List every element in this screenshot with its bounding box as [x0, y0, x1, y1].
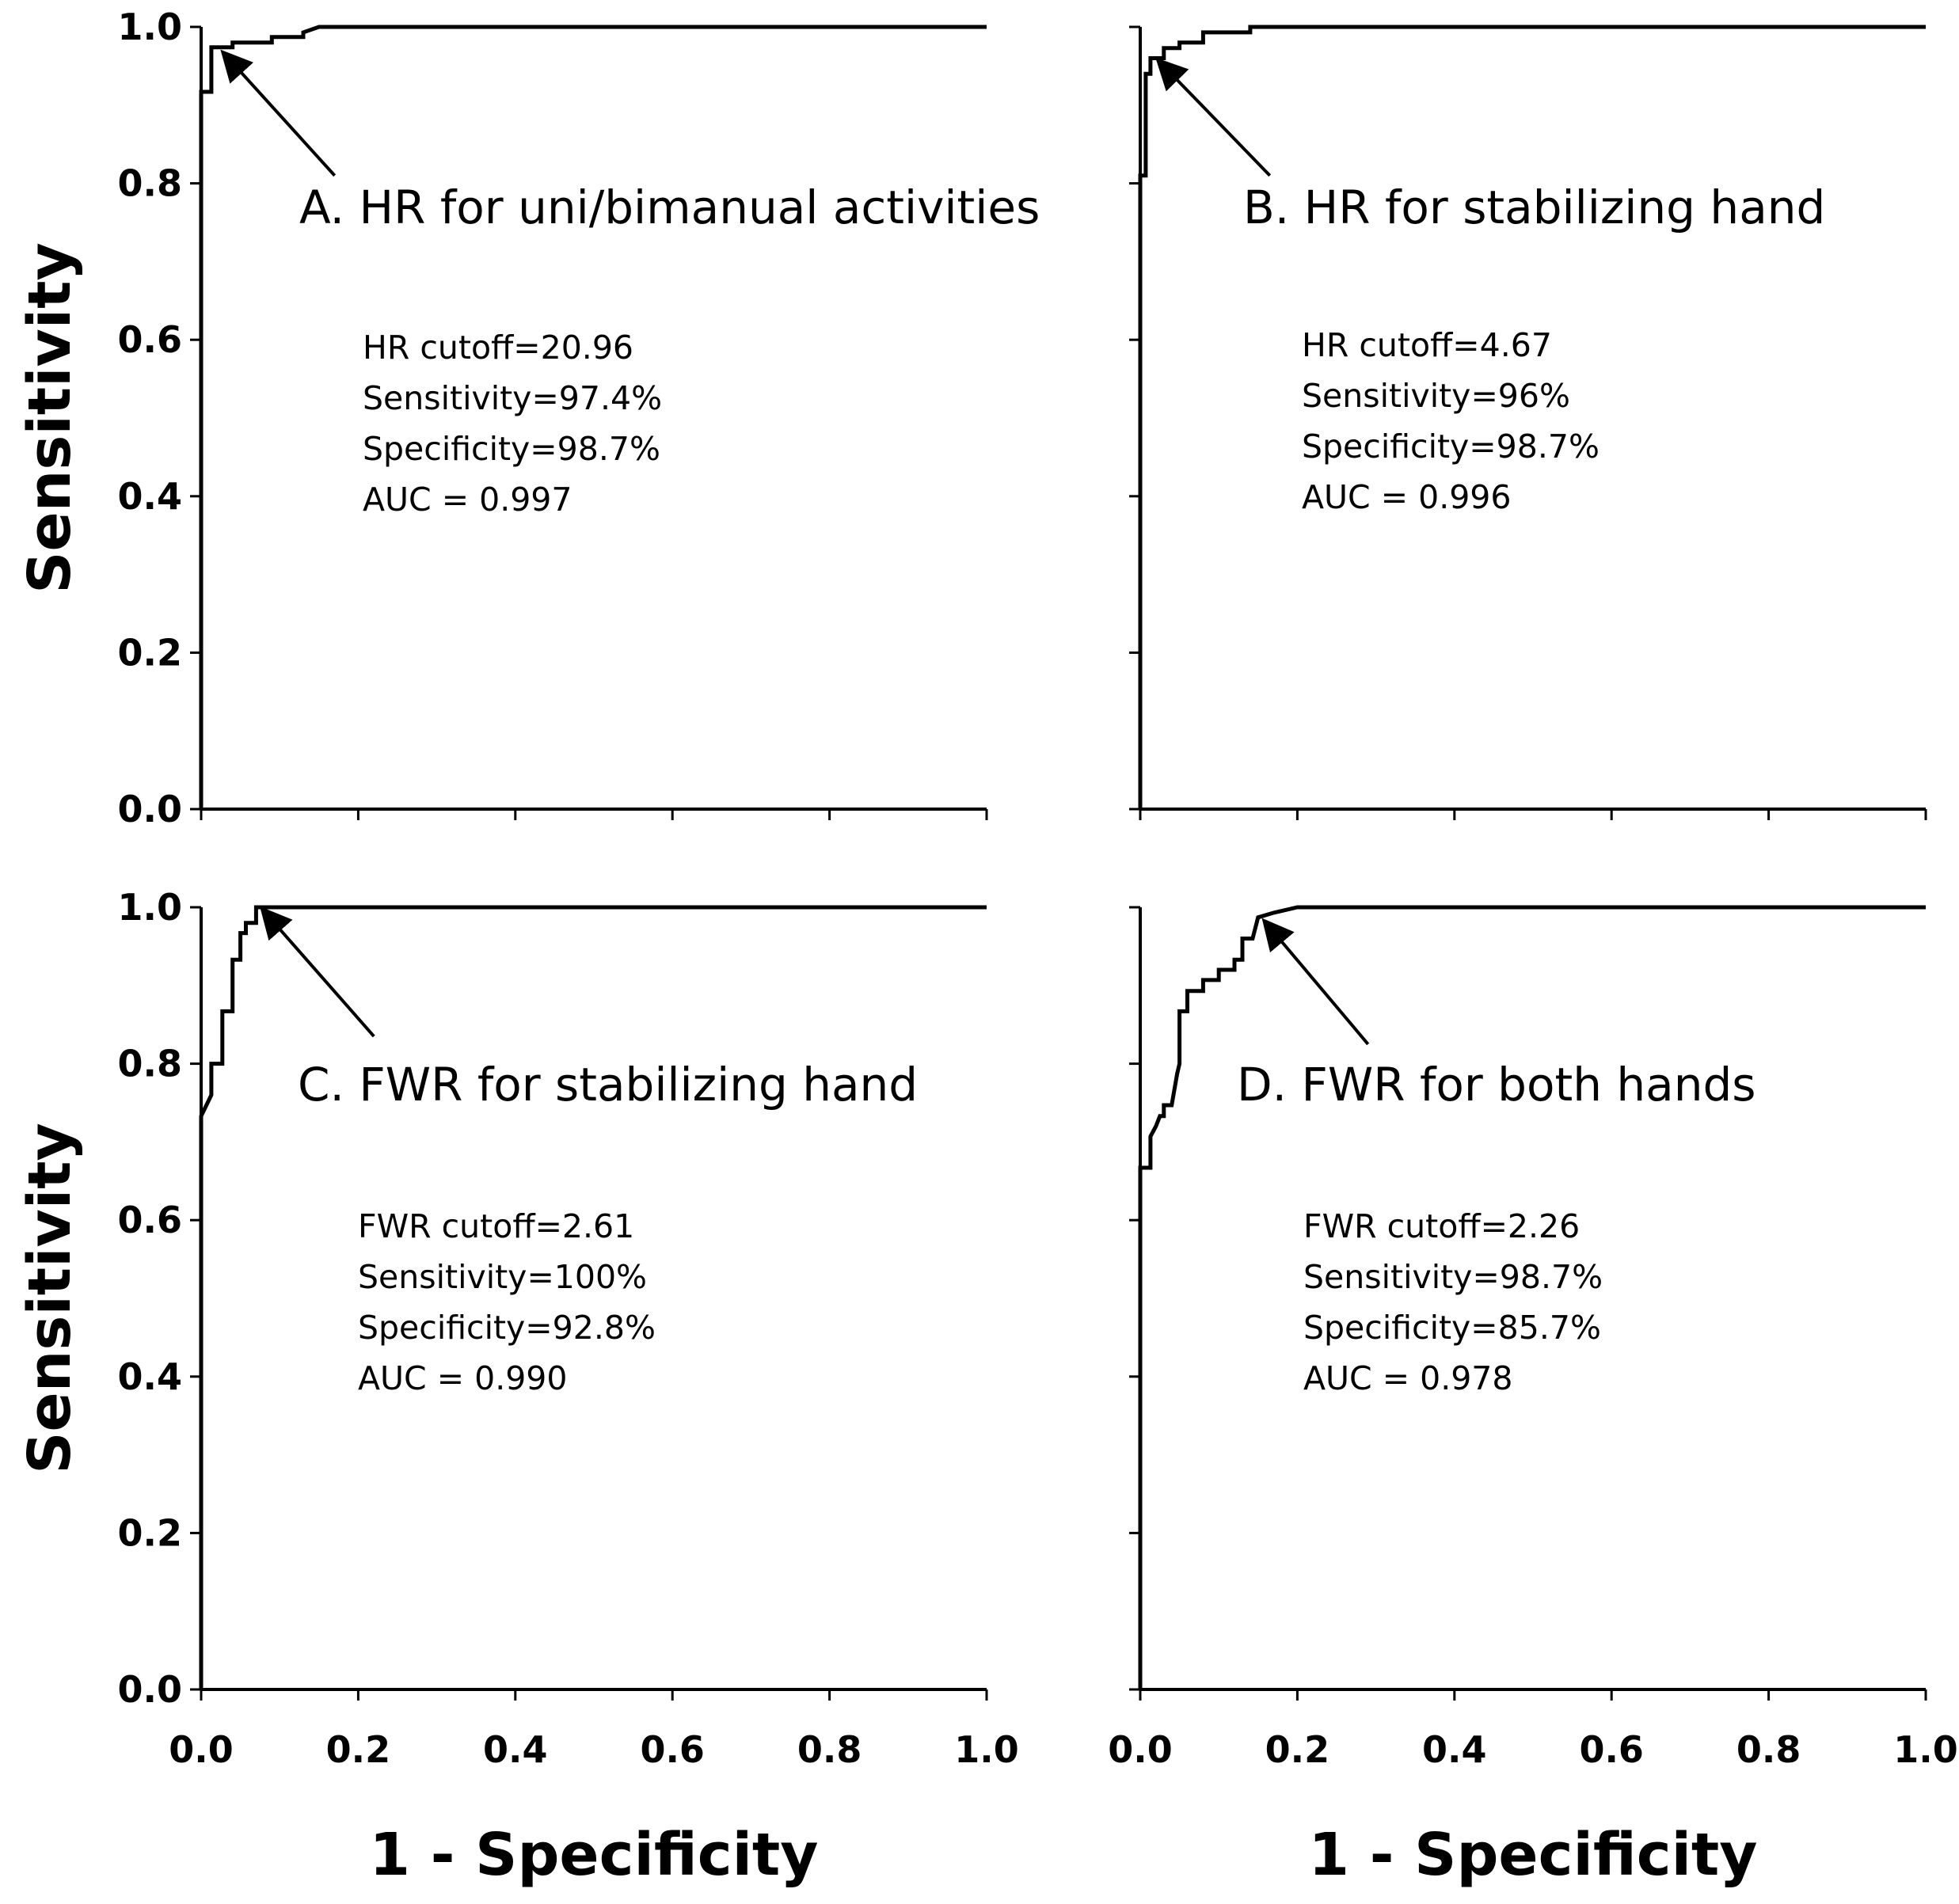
panel-b: B. HR for stabilizing hand HR cutoff=4.67…	[1129, 25, 1927, 820]
roc-curve	[1138, 905, 1926, 1689]
x-tick-label: 0.4	[483, 1728, 548, 1771]
y-tick-label: 0.2	[118, 1511, 183, 1554]
y-tick-label: 0.8	[118, 1043, 183, 1085]
cutoff-arrow	[220, 49, 337, 177]
x-tick-label: 0.0	[1108, 1728, 1173, 1771]
stat-annotation: FWR cutoff=2.26	[1303, 1207, 1580, 1245]
y-tick-label: 0.6	[118, 318, 183, 361]
x-tick-label: 0.0	[169, 1728, 234, 1771]
stat-annotation: FWR cutoff=2.61	[358, 1207, 634, 1245]
x-tick-label: 1.0	[1893, 1728, 1958, 1771]
y-tick-label: 0.0	[118, 1668, 183, 1711]
cutoff-arrow	[1155, 57, 1272, 177]
stat-annotation: AUC = 0.990	[358, 1359, 567, 1397]
y-tick-label: 0.2	[118, 631, 183, 674]
x-axis-title: 1 - Specificity	[1308, 1821, 1757, 1889]
x-tick-label: 0.2	[1265, 1728, 1330, 1771]
stat-annotation: HR cutoff=4.67	[1302, 326, 1552, 364]
y-tick-label: 0.4	[118, 1355, 183, 1398]
stat-annotation: Sensitivity=98.7%	[1303, 1258, 1603, 1296]
roc-curve	[199, 905, 987, 1689]
panel-title: B. HR for stabilizing hand	[1243, 181, 1825, 234]
stat-annotation: HR cutoff=20.96	[363, 329, 633, 367]
x-tick-label: 0.8	[1736, 1728, 1801, 1771]
cutoff-arrow	[1261, 918, 1370, 1046]
stat-annotation: AUC = 0.978	[1303, 1359, 1512, 1397]
panel-c: 0.0 0.2 0.4 0.6 0.8 1.0 0.0 0.2 0.4 0.6 0.8 1.0 C. F…	[16, 886, 1019, 1889]
x-tick-label: 0.4	[1422, 1728, 1487, 1771]
x-axis-title: 1 - Specificity	[369, 1821, 818, 1889]
panel-title: D. FWR for both hands	[1237, 1058, 1756, 1112]
y-tick-label: 1.0	[118, 6, 183, 48]
x-tick-label: 0.2	[326, 1728, 391, 1771]
x-tick-label: 0.8	[797, 1728, 862, 1771]
stat-annotation: Specificity=98.7%	[363, 430, 660, 468]
stat-annotation: Sensitivity=97.4%	[363, 379, 662, 417]
panel-a: 0.0 0.2 0.4 0.6 0.8 1.0 A. HR for uni/bimanual…	[16, 6, 1040, 830]
panel-title: A. HR for uni/bimanual activities	[299, 181, 1040, 234]
y-tick-label: 0.4	[118, 475, 183, 518]
cutoff-arrow	[260, 906, 375, 1038]
roc-curve	[199, 25, 987, 809]
y-axis-title: Sensitivity	[16, 1123, 84, 1474]
stat-annotation: Specificity=98.7%	[1302, 428, 1600, 466]
y-tick-label: 0.6	[118, 1199, 183, 1241]
stat-annotation: AUC = 0.997	[363, 481, 572, 519]
x-tick-label: 0.6	[1579, 1728, 1644, 1771]
stat-annotation: Specificity=85.7%	[1303, 1309, 1601, 1347]
panel-d: 0.0 0.2 0.4 0.6 0.8 1.0 D. FWR for both hands F…	[1108, 905, 1958, 1889]
stat-annotation: Specificity=92.8%	[358, 1309, 656, 1347]
y-tick-label: 0.0	[118, 788, 183, 830]
y-axis-title: Sensitivity	[16, 242, 84, 594]
x-tick-label: 0.6	[640, 1728, 705, 1771]
y-tick-label: 1.0	[118, 886, 183, 929]
stat-annotation: Sensitivity=96%	[1302, 377, 1570, 415]
roc-curve	[1138, 25, 1926, 809]
panel-title: C. FWR for stabilizing hand	[298, 1058, 918, 1112]
x-tick-label: 1.0	[954, 1728, 1019, 1771]
stat-annotation: Sensitivity=100%	[358, 1258, 647, 1296]
stat-annotation: AUC = 0.996	[1302, 478, 1511, 516]
y-tick-label: 0.8	[118, 162, 183, 205]
